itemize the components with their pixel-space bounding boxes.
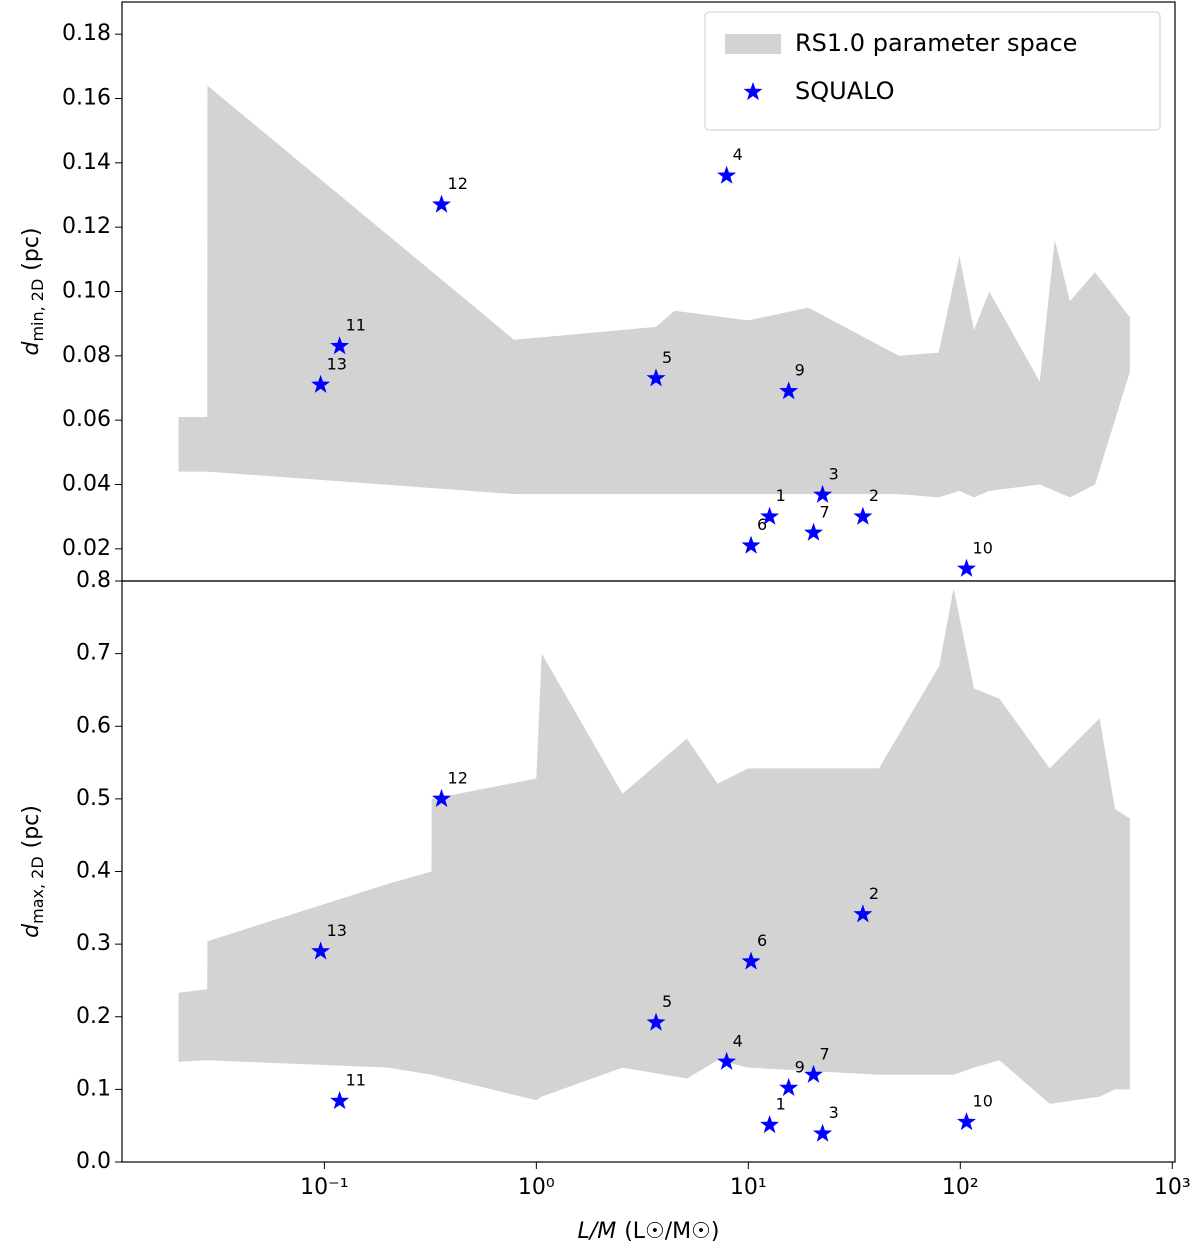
- y-tick-label: 0.02: [62, 536, 111, 561]
- parameter-area: [178, 588, 1130, 1104]
- legend-label: SQUALO: [795, 77, 895, 105]
- star-point: [760, 506, 780, 525]
- star-point: [853, 506, 873, 525]
- point-label: 3: [829, 464, 839, 483]
- y-label-symbol: d: [19, 923, 44, 938]
- y-tick-label: 0.8: [76, 568, 111, 593]
- star-point: [804, 522, 823, 541]
- star-point: [432, 194, 451, 213]
- star-point: [717, 165, 737, 184]
- y-tick-label: 0.18: [62, 21, 111, 46]
- x-label-symbol: L/M: [578, 1219, 617, 1244]
- star-point: [741, 951, 761, 970]
- point-label: 7: [820, 502, 830, 521]
- y-tick-label: 0.7: [76, 641, 111, 666]
- point-label: 13: [327, 921, 347, 940]
- y-tick-label: 0.12: [62, 214, 111, 239]
- point-label: 11: [346, 1070, 366, 1089]
- legend-box: [704, 11, 1161, 131]
- point-label: 12: [448, 768, 468, 787]
- y-tick-label: 0.0: [76, 1149, 111, 1174]
- star-point: [646, 368, 666, 387]
- point-label: 2: [869, 486, 879, 505]
- y-label-unit: (pc): [19, 805, 44, 848]
- y-axis-label: dmax, 2D (pc): [19, 805, 47, 938]
- star-point: [813, 1123, 833, 1142]
- star-point: [957, 558, 976, 577]
- point-label: 5: [662, 348, 672, 367]
- point-label: 11: [346, 316, 366, 335]
- y-axis-label: dmin, 2D (pc): [19, 227, 47, 355]
- x-tick-label: 10²: [942, 1175, 979, 1200]
- star-point: [330, 1091, 350, 1110]
- point-label: 6: [757, 515, 767, 534]
- x-axis-label: L/M (L☉/M☉): [578, 1219, 720, 1244]
- y-tick-label: 0.10: [62, 279, 111, 304]
- star-point: [804, 1064, 823, 1083]
- point-label: 4: [733, 1031, 743, 1050]
- point-label: 10: [973, 538, 993, 557]
- y-tick-label: 0.06: [62, 407, 111, 432]
- y-tick-label: 0.04: [62, 472, 111, 497]
- star-point: [717, 1051, 737, 1070]
- parameter-area: [178, 85, 1130, 498]
- star-point: [330, 336, 350, 355]
- star-point: [853, 904, 873, 923]
- point-label: 3: [829, 1103, 839, 1122]
- x-tick-label: 10⁰: [518, 1175, 555, 1200]
- y-tick-label: 0.08: [62, 343, 111, 368]
- point-label: 4: [733, 145, 743, 164]
- point-label: 2: [869, 884, 879, 903]
- star-point: [311, 374, 331, 393]
- legend-marker: [743, 82, 763, 101]
- star-point: [779, 1077, 799, 1096]
- y-label-symbol: d: [19, 341, 44, 356]
- point-label: 10: [973, 1092, 993, 1111]
- y-tick-label: 0.1: [76, 1076, 111, 1101]
- y-tick-label: 0.3: [76, 931, 111, 956]
- point-label: 9: [795, 1057, 805, 1076]
- star-point: [432, 788, 451, 807]
- x-tick-label: 10⁻¹: [300, 1175, 348, 1200]
- y-tick-label: 0.16: [62, 86, 111, 111]
- point-label: 1: [776, 486, 786, 505]
- star-point: [741, 535, 761, 554]
- x-label-unit: (L☉/M☉): [624, 1219, 719, 1244]
- point-label: 12: [448, 174, 468, 193]
- point-label: 6: [757, 931, 767, 950]
- y-tick-label: 0.6: [76, 713, 111, 738]
- y-tick-label: 0.4: [76, 859, 111, 884]
- y-label-subscript: min, 2D: [28, 279, 47, 342]
- star-point: [813, 484, 833, 503]
- star-point: [760, 1115, 780, 1134]
- star-point: [646, 1012, 666, 1031]
- x-tick-label: 10¹: [730, 1175, 767, 1200]
- point-label: 9: [795, 361, 805, 380]
- y-label-subscript: max, 2D: [28, 856, 47, 924]
- star-point: [957, 1112, 976, 1131]
- y-tick-label: 0.5: [76, 786, 111, 811]
- legend-label: RS1.0 parameter space: [795, 29, 1077, 57]
- y-tick-label: 0.2: [76, 1004, 111, 1029]
- x-tick-label: 10³: [1154, 1175, 1191, 1200]
- legend-swatch: [725, 34, 781, 54]
- star-point: [779, 381, 799, 400]
- point-label: 5: [662, 992, 672, 1011]
- point-label: 7: [820, 1044, 830, 1063]
- y-tick-label: 0.14: [62, 150, 111, 175]
- star-point: [311, 941, 331, 960]
- point-label: 1: [776, 1094, 786, 1113]
- y-label-unit: (pc): [19, 227, 44, 270]
- point-label: 13: [327, 354, 347, 373]
